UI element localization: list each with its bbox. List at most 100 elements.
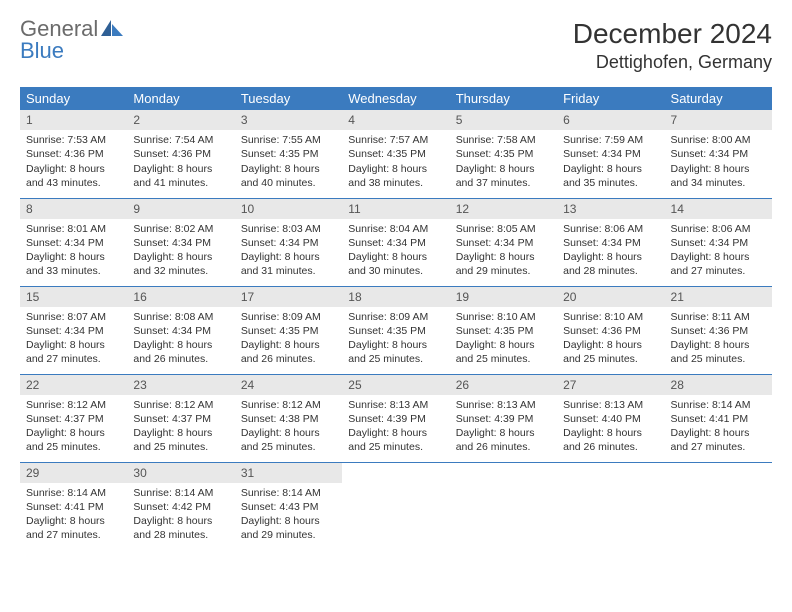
daylight-text: Daylight: 8 hours bbox=[563, 426, 658, 440]
day-number: 11 bbox=[342, 199, 449, 219]
sunset-text: Sunset: 4:41 PM bbox=[671, 412, 766, 426]
day-number: 14 bbox=[665, 199, 772, 219]
day-number: 21 bbox=[665, 287, 772, 307]
sunset-text: Sunset: 4:34 PM bbox=[456, 236, 551, 250]
day-details: Sunrise: 8:04 AMSunset: 4:34 PMDaylight:… bbox=[342, 219, 449, 285]
logo: General Blue bbox=[20, 18, 123, 62]
sunrise-text: Sunrise: 8:09 AM bbox=[348, 310, 443, 324]
daylight-text: Daylight: 8 hours bbox=[133, 426, 228, 440]
daylight-text: and 38 minutes. bbox=[348, 176, 443, 190]
calendar-cell: 4Sunrise: 7:57 AMSunset: 4:35 PMDaylight… bbox=[342, 110, 449, 198]
daylight-text: Daylight: 8 hours bbox=[563, 338, 658, 352]
calendar-cell: 17Sunrise: 8:09 AMSunset: 4:35 PMDayligh… bbox=[235, 286, 342, 374]
calendar-row: 8Sunrise: 8:01 AMSunset: 4:34 PMDaylight… bbox=[20, 198, 772, 286]
daylight-text: Daylight: 8 hours bbox=[241, 426, 336, 440]
sunrise-text: Sunrise: 8:14 AM bbox=[26, 486, 121, 500]
day-details: Sunrise: 8:12 AMSunset: 4:37 PMDaylight:… bbox=[20, 395, 127, 461]
calendar-cell: 20Sunrise: 8:10 AMSunset: 4:36 PMDayligh… bbox=[557, 286, 664, 374]
daylight-text: Daylight: 8 hours bbox=[348, 426, 443, 440]
daylight-text: and 25 minutes. bbox=[133, 440, 228, 454]
daylight-text: and 25 minutes. bbox=[563, 352, 658, 366]
day-number: 13 bbox=[557, 199, 664, 219]
calendar-row: 1 Sunrise: 7:53 AM Sunset: 4:36 PM Daylight… bbox=[20, 110, 772, 198]
sunrise-text: Sunrise: 8:12 AM bbox=[133, 398, 228, 412]
daylight-text: and 25 minutes. bbox=[26, 440, 121, 454]
daylight-text: Daylight: 8 hours bbox=[241, 250, 336, 264]
daylight-text: Daylight: 8 hours bbox=[456, 162, 551, 176]
sunset-text: Sunset: 4:34 PM bbox=[563, 236, 658, 250]
sunrise-text: Sunrise: 8:11 AM bbox=[671, 310, 766, 324]
day-number: 6 bbox=[557, 110, 664, 130]
sunset-text: Sunset: 4:34 PM bbox=[26, 324, 121, 338]
calendar-cell: 16Sunrise: 8:08 AMSunset: 4:34 PMDayligh… bbox=[127, 286, 234, 374]
day-number: 4 bbox=[342, 110, 449, 130]
day-number: 7 bbox=[665, 110, 772, 130]
daylight-text: Daylight: 8 hours bbox=[241, 162, 336, 176]
sunrise-text: Sunrise: 8:08 AM bbox=[133, 310, 228, 324]
day-details: Sunrise: 8:14 AMSunset: 4:42 PMDaylight:… bbox=[127, 483, 234, 549]
day-details: Sunrise: 8:09 AMSunset: 4:35 PMDaylight:… bbox=[235, 307, 342, 373]
day-details: Sunrise: 8:09 AMSunset: 4:35 PMDaylight:… bbox=[342, 307, 449, 373]
daylight-text: and 34 minutes. bbox=[671, 176, 766, 190]
calendar-cell: 6Sunrise: 7:59 AMSunset: 4:34 PMDaylight… bbox=[557, 110, 664, 198]
daylight-text: Daylight: 8 hours bbox=[26, 514, 121, 528]
sunrise-text: Sunrise: 7:53 AM bbox=[26, 133, 121, 147]
sunset-text: Sunset: 4:36 PM bbox=[671, 324, 766, 338]
day-number: 25 bbox=[342, 375, 449, 395]
day-details: Sunrise: 8:14 AMSunset: 4:41 PMDaylight:… bbox=[665, 395, 772, 461]
day-number: 1 bbox=[20, 110, 127, 130]
day-details: Sunrise: 8:10 AMSunset: 4:36 PMDaylight:… bbox=[557, 307, 664, 373]
calendar-cell: 22Sunrise: 8:12 AMSunset: 4:37 PMDayligh… bbox=[20, 374, 127, 462]
daylight-text: and 33 minutes. bbox=[26, 264, 121, 278]
day-details: Sunrise: 8:07 AMSunset: 4:34 PMDaylight:… bbox=[20, 307, 127, 373]
day-number: 15 bbox=[20, 287, 127, 307]
sunrise-text: Sunrise: 8:14 AM bbox=[133, 486, 228, 500]
sunrise-text: Sunrise: 8:13 AM bbox=[456, 398, 551, 412]
day-number: 28 bbox=[665, 375, 772, 395]
day-header: Monday bbox=[127, 87, 234, 110]
day-details: Sunrise: 8:05 AMSunset: 4:34 PMDaylight:… bbox=[450, 219, 557, 285]
calendar-cell: 29Sunrise: 8:14 AMSunset: 4:41 PMDayligh… bbox=[20, 462, 127, 550]
daylight-text: Daylight: 8 hours bbox=[241, 514, 336, 528]
sunrise-text: Sunrise: 8:14 AM bbox=[671, 398, 766, 412]
calendar-cell bbox=[450, 462, 557, 550]
day-details: Sunrise: 8:06 AMSunset: 4:34 PMDaylight:… bbox=[665, 219, 772, 285]
daylight-text: and 35 minutes. bbox=[563, 176, 658, 190]
day-details: Sunrise: 8:03 AMSunset: 4:34 PMDaylight:… bbox=[235, 219, 342, 285]
sunrise-text: Sunrise: 8:14 AM bbox=[241, 486, 336, 500]
sunrise-text: Sunrise: 8:01 AM bbox=[26, 222, 121, 236]
daylight-text: Daylight: 8 hours bbox=[133, 338, 228, 352]
sunset-text: Sunset: 4:36 PM bbox=[563, 324, 658, 338]
sunrise-text: Sunrise: 7:58 AM bbox=[456, 133, 551, 147]
day-number: 2 bbox=[127, 110, 234, 130]
daylight-text: Daylight: 8 hours bbox=[133, 250, 228, 264]
sunrise-text: Sunrise: 8:06 AM bbox=[563, 222, 658, 236]
calendar-cell: 23Sunrise: 8:12 AMSunset: 4:37 PMDayligh… bbox=[127, 374, 234, 462]
daylight-text: Daylight: 8 hours bbox=[456, 338, 551, 352]
logo-text-blue: Blue bbox=[20, 38, 64, 63]
sunrise-text: Sunrise: 7:54 AM bbox=[133, 133, 228, 147]
daylight-text: Daylight: 8 hours bbox=[671, 250, 766, 264]
sunrise-text: Sunrise: 8:13 AM bbox=[563, 398, 658, 412]
day-details: Sunrise: 8:11 AMSunset: 4:36 PMDaylight:… bbox=[665, 307, 772, 373]
sunrise-text: Sunrise: 7:55 AM bbox=[241, 133, 336, 147]
calendar-cell: 27Sunrise: 8:13 AMSunset: 4:40 PMDayligh… bbox=[557, 374, 664, 462]
sunset-text: Sunset: 4:36 PM bbox=[133, 147, 228, 161]
sunset-text: Sunset: 4:41 PM bbox=[26, 500, 121, 514]
day-details: Sunrise: 8:13 AMSunset: 4:39 PMDaylight:… bbox=[342, 395, 449, 461]
day-number: 9 bbox=[127, 199, 234, 219]
day-details: Sunrise: 8:10 AMSunset: 4:35 PMDaylight:… bbox=[450, 307, 557, 373]
sunset-text: Sunset: 4:37 PM bbox=[26, 412, 121, 426]
sunrise-text: Sunrise: 7:59 AM bbox=[563, 133, 658, 147]
daylight-text: Daylight: 8 hours bbox=[26, 338, 121, 352]
sunrise-text: Sunrise: 8:00 AM bbox=[671, 133, 766, 147]
daylight-text: Daylight: 8 hours bbox=[26, 162, 121, 176]
sunset-text: Sunset: 4:35 PM bbox=[456, 324, 551, 338]
calendar-cell: 21Sunrise: 8:11 AMSunset: 4:36 PMDayligh… bbox=[665, 286, 772, 374]
sunset-text: Sunset: 4:40 PM bbox=[563, 412, 658, 426]
calendar-cell: 8Sunrise: 8:01 AMSunset: 4:34 PMDaylight… bbox=[20, 198, 127, 286]
daylight-text: and 28 minutes. bbox=[563, 264, 658, 278]
daylight-text: and 25 minutes. bbox=[671, 352, 766, 366]
calendar-cell: 28Sunrise: 8:14 AMSunset: 4:41 PMDayligh… bbox=[665, 374, 772, 462]
sunset-text: Sunset: 4:34 PM bbox=[671, 236, 766, 250]
